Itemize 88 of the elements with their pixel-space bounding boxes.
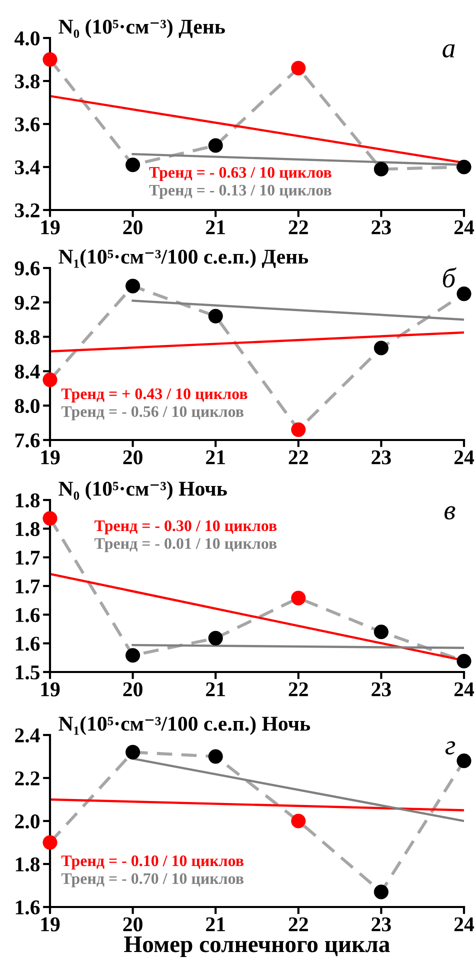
point	[291, 60, 306, 76]
y-tick-label: 2.0	[15, 814, 40, 829]
y-tick-label: 1.6	[16, 900, 40, 915]
y-tick-label: 2.4	[15, 728, 40, 743]
y-tick-label: 1.8	[16, 493, 40, 508]
text: Тренд = - 0.56 / 10 циклов	[61, 406, 244, 420]
annotation: г	[445, 741, 456, 755]
y-tick-label: 9.6	[14, 261, 40, 276]
text: Тренд = - 0.10 / 10 циклов	[61, 855, 244, 870]
text: Тренд = - 0.70 / 10 циклов	[61, 873, 244, 888]
annotation: в	[444, 506, 456, 520]
x-tick-label: 23	[372, 917, 391, 932]
x-tick-label: 21	[206, 450, 225, 464]
point	[208, 308, 223, 324]
x-tick-label: 23	[372, 450, 391, 464]
point	[291, 814, 306, 828]
point	[374, 340, 388, 356]
point	[374, 624, 388, 640]
y-tick-label: 2.2	[15, 771, 40, 786]
point	[456, 160, 472, 174]
x-tick-label: 19	[41, 220, 60, 234]
point	[208, 749, 223, 764]
point	[126, 278, 140, 294]
point	[456, 754, 472, 768]
point	[42, 372, 58, 388]
y-tick-label: 8.8	[14, 330, 40, 344]
x-tick-label: 23	[372, 682, 391, 696]
y-tick-label: 7.6	[15, 433, 40, 448]
y-tick-label: 1.7	[16, 550, 40, 565]
x-axis-title: Номер солнечного цикла	[124, 936, 390, 958]
point	[374, 884, 388, 900]
point	[456, 286, 472, 302]
point	[291, 590, 306, 606]
point	[456, 654, 472, 668]
x-tick-label: 22	[288, 450, 308, 464]
point	[126, 158, 140, 172]
point	[374, 162, 388, 176]
x-tick-label: 24	[454, 682, 474, 696]
annotation: а	[442, 44, 455, 58]
x-tick-label: 24	[454, 450, 474, 464]
x-tick-label: 24	[454, 220, 474, 234]
point	[291, 422, 306, 437]
y-tick-label: 1.8	[16, 857, 40, 872]
point	[126, 744, 140, 760]
x-tick-label: 22	[288, 682, 308, 696]
x-tick-label: 24	[454, 917, 474, 932]
y-tick-label: 3.2	[15, 203, 40, 218]
y-tick-label: 1.6	[16, 636, 40, 651]
y-tick-label: 3.6	[15, 117, 40, 132]
y-tick-label: 3.4	[15, 160, 40, 175]
point	[126, 648, 140, 663]
point	[208, 630, 223, 646]
chart-title: N₁(10⁵·см⁻³/100 с.е.п.) Ночь	[58, 716, 310, 735]
y-tick-label: 1.6	[16, 608, 40, 622]
y-tick-label: 1.5	[16, 665, 40, 680]
point	[42, 835, 58, 850]
point	[42, 511, 58, 526]
point	[42, 52, 58, 67]
x-tick-label: 22	[288, 917, 308, 932]
chart-title: N₀ (10⁵·см⁻³) День	[58, 19, 225, 38]
y-tick-label: 1.7	[16, 579, 40, 594]
annotation: б	[442, 267, 456, 288]
point	[208, 138, 223, 153]
x-tick-label: 21	[206, 220, 225, 234]
y-tick-label: 8.0	[14, 398, 40, 414]
x-tick-label: 23	[372, 220, 391, 234]
text: Тренд = - 0.30 / 10 циклов	[94, 520, 277, 534]
x-tick-label: 20	[123, 220, 142, 234]
x-tick-label: 21	[206, 682, 225, 696]
x-tick-label: 20	[123, 682, 142, 696]
y-tick-label: 8.4	[14, 364, 40, 379]
text: Тренд = + 0.43 / 10 циклов	[61, 388, 248, 402]
x-tick-label: 19	[41, 917, 60, 932]
series-label: Тренд = - 0.63 / 10 циклов	[149, 167, 332, 182]
x-tick-label: 22	[288, 220, 308, 234]
x-tick-label: 20	[123, 450, 142, 464]
text: Тренд = - 0.01 / 10 циклов	[94, 538, 277, 552]
chart-title: N₁(10⁵·см⁻³/100 с.е.п.) День	[58, 249, 308, 268]
x-tick-label: 21	[206, 917, 225, 932]
x-tick-label: 20	[123, 917, 142, 932]
x-tick-label: 19	[41, 450, 60, 464]
series-label: Тренд = - 0.13 / 10 циклов	[149, 184, 332, 199]
chart-title: N₀ (10⁵·см⁻³) Ночь	[58, 481, 227, 500]
y-tick-label: 4.0	[14, 31, 40, 46]
y-tick-label: 1.8	[16, 522, 40, 536]
x-tick-label: 19	[41, 682, 60, 696]
y-tick-label: 9.2	[14, 296, 40, 310]
y-tick-label: 3.8	[15, 74, 40, 89]
